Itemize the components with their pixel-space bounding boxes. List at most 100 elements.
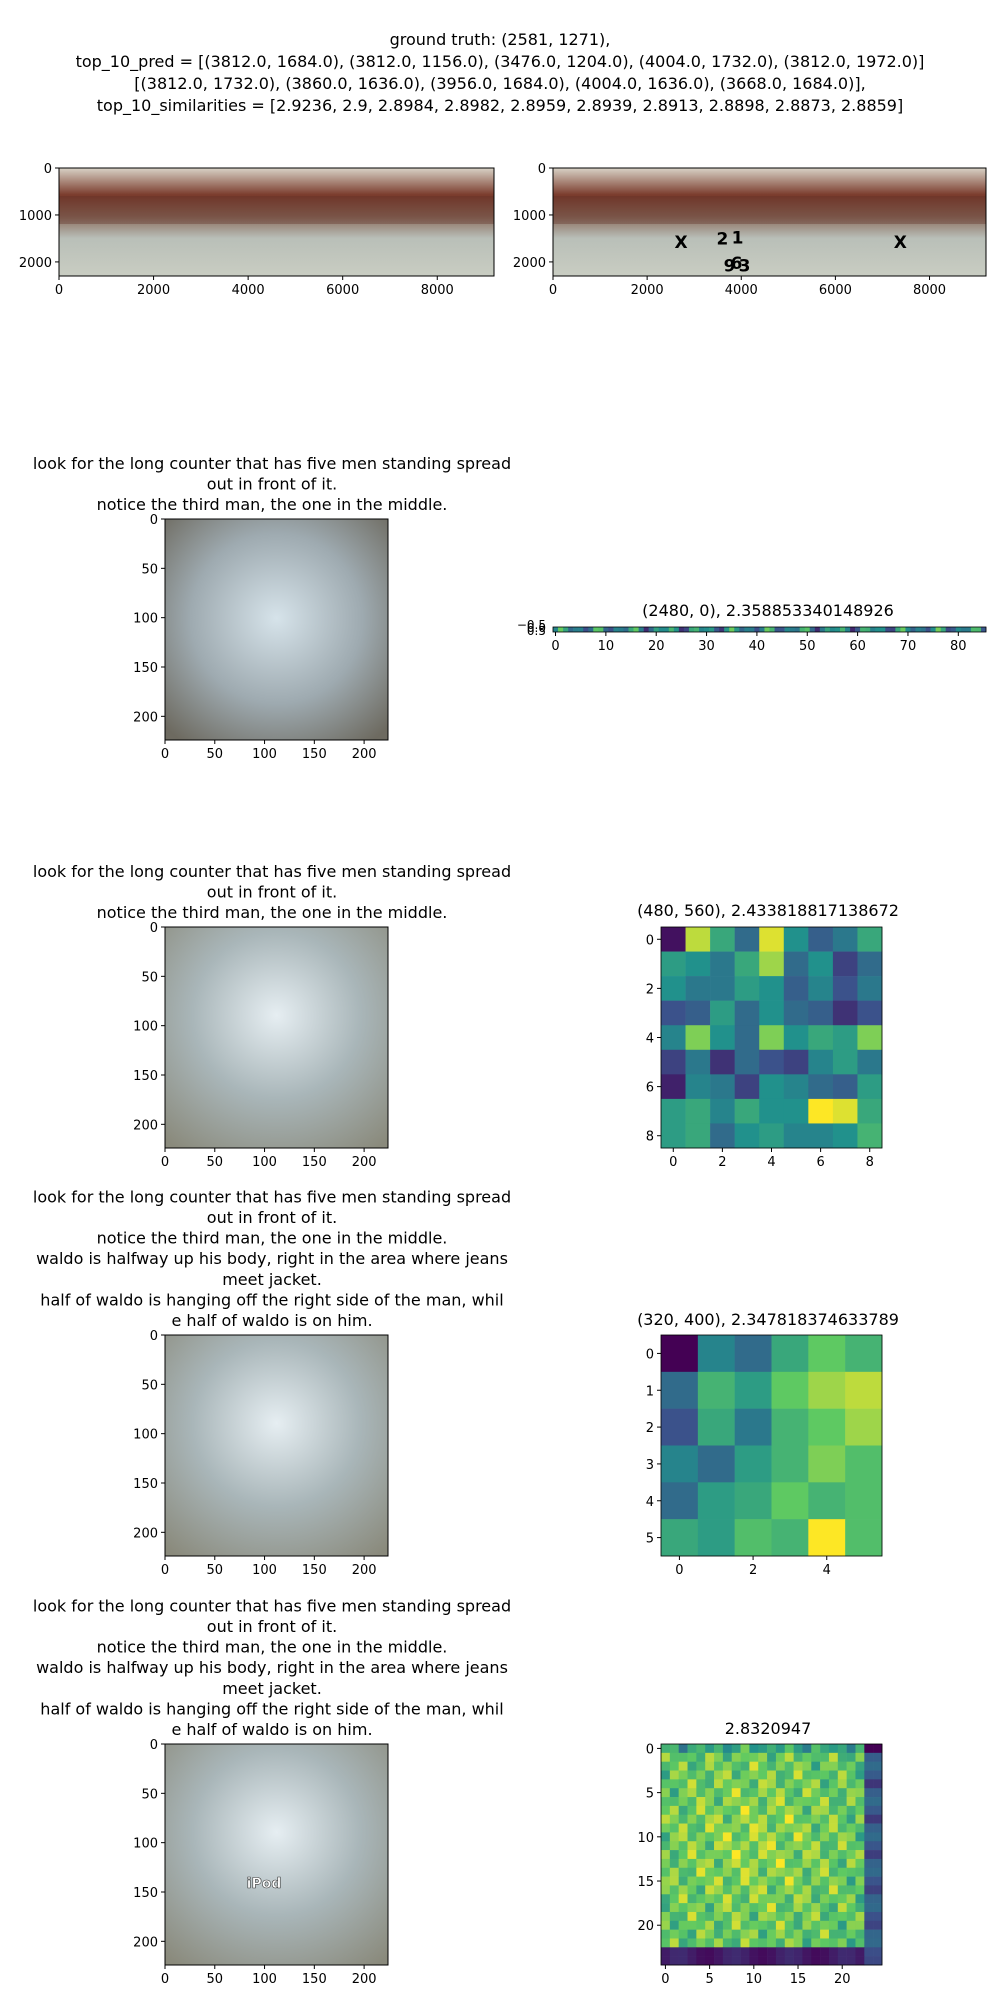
panorama-left-image: [59, 168, 494, 276]
heatmap-cell: [820, 1920, 830, 1930]
heatmap-cell: [714, 1885, 724, 1895]
x-tick-label: 80: [950, 639, 967, 654]
heatmap-cell: [714, 1947, 724, 1957]
heatmap-cell: [731, 1947, 741, 1957]
heatmap-cell: [661, 1788, 671, 1798]
heatmap-cell: [705, 1770, 715, 1780]
heatmap-cell: [734, 951, 760, 977]
row2-title: look for the long counter that has five …: [33, 454, 511, 514]
heatmap-cell: [811, 1894, 821, 1904]
heatmap-cell: [811, 1850, 821, 1860]
heatmap-cell: [793, 1841, 803, 1851]
heatmap-cell: [696, 1885, 706, 1895]
heatmap-cell: [685, 1025, 711, 1051]
heatmap-cell: [873, 1920, 883, 1930]
row3-axes: 0 50 100 150 200 0 50 100 150 200: [133, 921, 376, 1170]
heatmap-cell: [705, 1929, 715, 1939]
heatmap-cell: [623, 627, 629, 632]
heatmap-cell: [808, 1074, 834, 1100]
heatmap-cell: [775, 1938, 786, 1948]
y-tick-label: 1000: [513, 209, 546, 224]
heatmap-cell: [855, 1876, 865, 1886]
heatmap-cell: [873, 1814, 883, 1824]
heatmap-cell: [696, 1938, 706, 1948]
heatmap-cell: [837, 1885, 847, 1895]
heatmap-cell: [834, 627, 841, 632]
heatmap-cell: [714, 1920, 724, 1930]
heatmap-cell: [970, 627, 977, 632]
heatmap-cell: [855, 1823, 865, 1833]
heatmap-cell: [740, 1903, 750, 1913]
heatmap-cell: [910, 627, 916, 632]
y-tick-label: 0: [150, 1738, 158, 1753]
heatmap-cell: [653, 627, 660, 632]
heatmap-cell: [855, 1947, 865, 1957]
heatmap-cell: [775, 1797, 786, 1807]
heatmap-cell: [775, 1876, 786, 1886]
heatmap-cell: [669, 1903, 679, 1913]
heatmap-cell: [832, 1123, 858, 1149]
heatmap-cell: [873, 1938, 883, 1948]
heatmap-cell: [705, 1744, 715, 1754]
heatmap-cell: [804, 627, 811, 632]
heatmap-cell: [820, 1797, 830, 1807]
heatmap-cell: [678, 1894, 688, 1904]
heatmap-cell: [643, 627, 649, 632]
heatmap-cell: [685, 951, 711, 977]
title-line: meet jacket.: [222, 1679, 322, 1698]
heatmap-cell: [811, 1761, 821, 1771]
heatmap-cell: [724, 627, 730, 632]
y-tick-label: 0: [646, 933, 654, 948]
heatmap-cell: [950, 627, 957, 632]
x-tick-label: 10: [598, 639, 615, 654]
heatmap-cell: [767, 1876, 777, 1886]
row4-heatmap-title: (320, 400), 2.347818374633789: [637, 1310, 899, 1329]
heatmap-cell: [802, 1903, 812, 1913]
heatmap-cell: [784, 1752, 794, 1762]
x-tick-label: 0: [551, 639, 559, 654]
heatmap-cell: [661, 1850, 671, 1860]
heatmap-cell: [719, 627, 725, 632]
heatmap-cell: [685, 1000, 711, 1026]
heatmap-cell: [687, 1832, 697, 1842]
heatmap-cell: [661, 1885, 671, 1895]
heatmap-cell: [802, 1911, 812, 1922]
heatmap-cell: [808, 1482, 846, 1520]
heatmap-cell: [820, 1947, 830, 1957]
heatmap-cell: [837, 1761, 847, 1771]
heatmap-cell: [873, 1744, 883, 1754]
heatmap-cell: [775, 1823, 786, 1833]
heatmap-cell: [603, 627, 609, 632]
y-tick-label: 150: [133, 1477, 158, 1492]
heatmap-cell: [855, 1850, 865, 1860]
heatmap-cell: [749, 1903, 759, 1913]
heatmap-cell: [740, 1850, 750, 1860]
heatmap-cell: [731, 1894, 741, 1904]
row3-fisheye-image: [165, 927, 388, 1148]
title-line: notice the third man, the one in the mid…: [97, 1638, 448, 1657]
heatmap-cell: [687, 1903, 697, 1913]
heatmap-cell: [775, 1894, 786, 1904]
heatmap-cell: [846, 1814, 856, 1824]
y-tick-label: 20: [637, 1919, 654, 1934]
heatmap-cell: [734, 1371, 772, 1409]
heatmap-cell: [693, 627, 700, 632]
heatmap-cell: [740, 1788, 750, 1798]
heatmap-cell: [846, 1761, 856, 1771]
heatmap-cell: [758, 1867, 768, 1877]
x-tick-label: 6000: [819, 283, 852, 298]
heatmap-cell: [608, 627, 614, 632]
heatmap-cell: [696, 1947, 706, 1957]
y-tick-label: 200: [133, 1526, 158, 1541]
heatmap-cell: [767, 1929, 777, 1939]
heatmap-cell: [900, 627, 906, 632]
title-line: out in front of it.: [207, 1208, 337, 1227]
heatmap-cell: [685, 1123, 711, 1149]
heatmap-cell: [678, 1956, 688, 1966]
heatmap-cell: [696, 1797, 706, 1807]
heatmap-cell: [731, 1920, 741, 1930]
heatmap-cell: [678, 1947, 688, 1957]
heatmap-cell: [749, 1920, 759, 1930]
